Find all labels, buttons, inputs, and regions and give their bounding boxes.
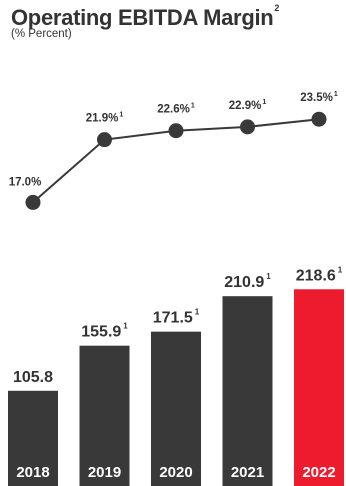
footnote-mark: 1 (195, 308, 200, 317)
margin-label-2019: 21.9%1 (86, 112, 124, 125)
footnote-mark: 1 (334, 91, 338, 98)
margin-label-2022: 23.5%1 (300, 91, 338, 104)
category-label-2020: 2020 (159, 464, 192, 481)
margin-label-2018: 17.0% (9, 176, 42, 188)
bar-2019 (79, 345, 130, 486)
margin-point-2022 (311, 111, 327, 127)
category-label-2021: 2021 (231, 464, 264, 481)
chart-subtitle: (% Percent) (11, 28, 72, 40)
title-footnote-mark: 2 (274, 3, 280, 13)
footnote-mark: 1 (119, 112, 123, 119)
bar-value-label-2022: 218.6 1 (296, 265, 343, 284)
footnote-mark: 1 (123, 322, 128, 331)
category-label-2018: 2018 (16, 464, 49, 481)
footnote-mark: 1 (191, 103, 195, 110)
footnote-mark: 1 (262, 99, 266, 106)
margin-point-2018 (25, 194, 41, 210)
footnote-mark: 1 (338, 265, 343, 274)
chart-title-text: Operating EBITDA Margin (11, 5, 274, 30)
margin-label-2021: 22.9%1 (229, 99, 267, 112)
bar-value-label-2019: 155.9 1 (81, 322, 128, 341)
category-label-2019: 2019 (88, 464, 121, 481)
chart-title: Operating EBITDA Margin2 (11, 3, 279, 31)
bar-2021 (222, 296, 273, 486)
bar-value-label-2018: 105.8 (13, 369, 53, 386)
margin-point-2020 (168, 123, 184, 139)
margin-point-2019 (97, 132, 112, 148)
footnote-mark: 1 (266, 272, 271, 281)
bar-2020 (151, 331, 201, 486)
bar-value-label-2021: 210.9 1 (224, 272, 271, 291)
bar-2022 (294, 289, 344, 486)
margin-point-2021 (240, 119, 255, 135)
bar-value-label-2020: 171.5 1 (153, 308, 200, 327)
bar-2018 (8, 390, 58, 486)
category-label-2022: 2022 (302, 464, 335, 481)
margin-label-2020: 22.6%1 (157, 103, 195, 116)
